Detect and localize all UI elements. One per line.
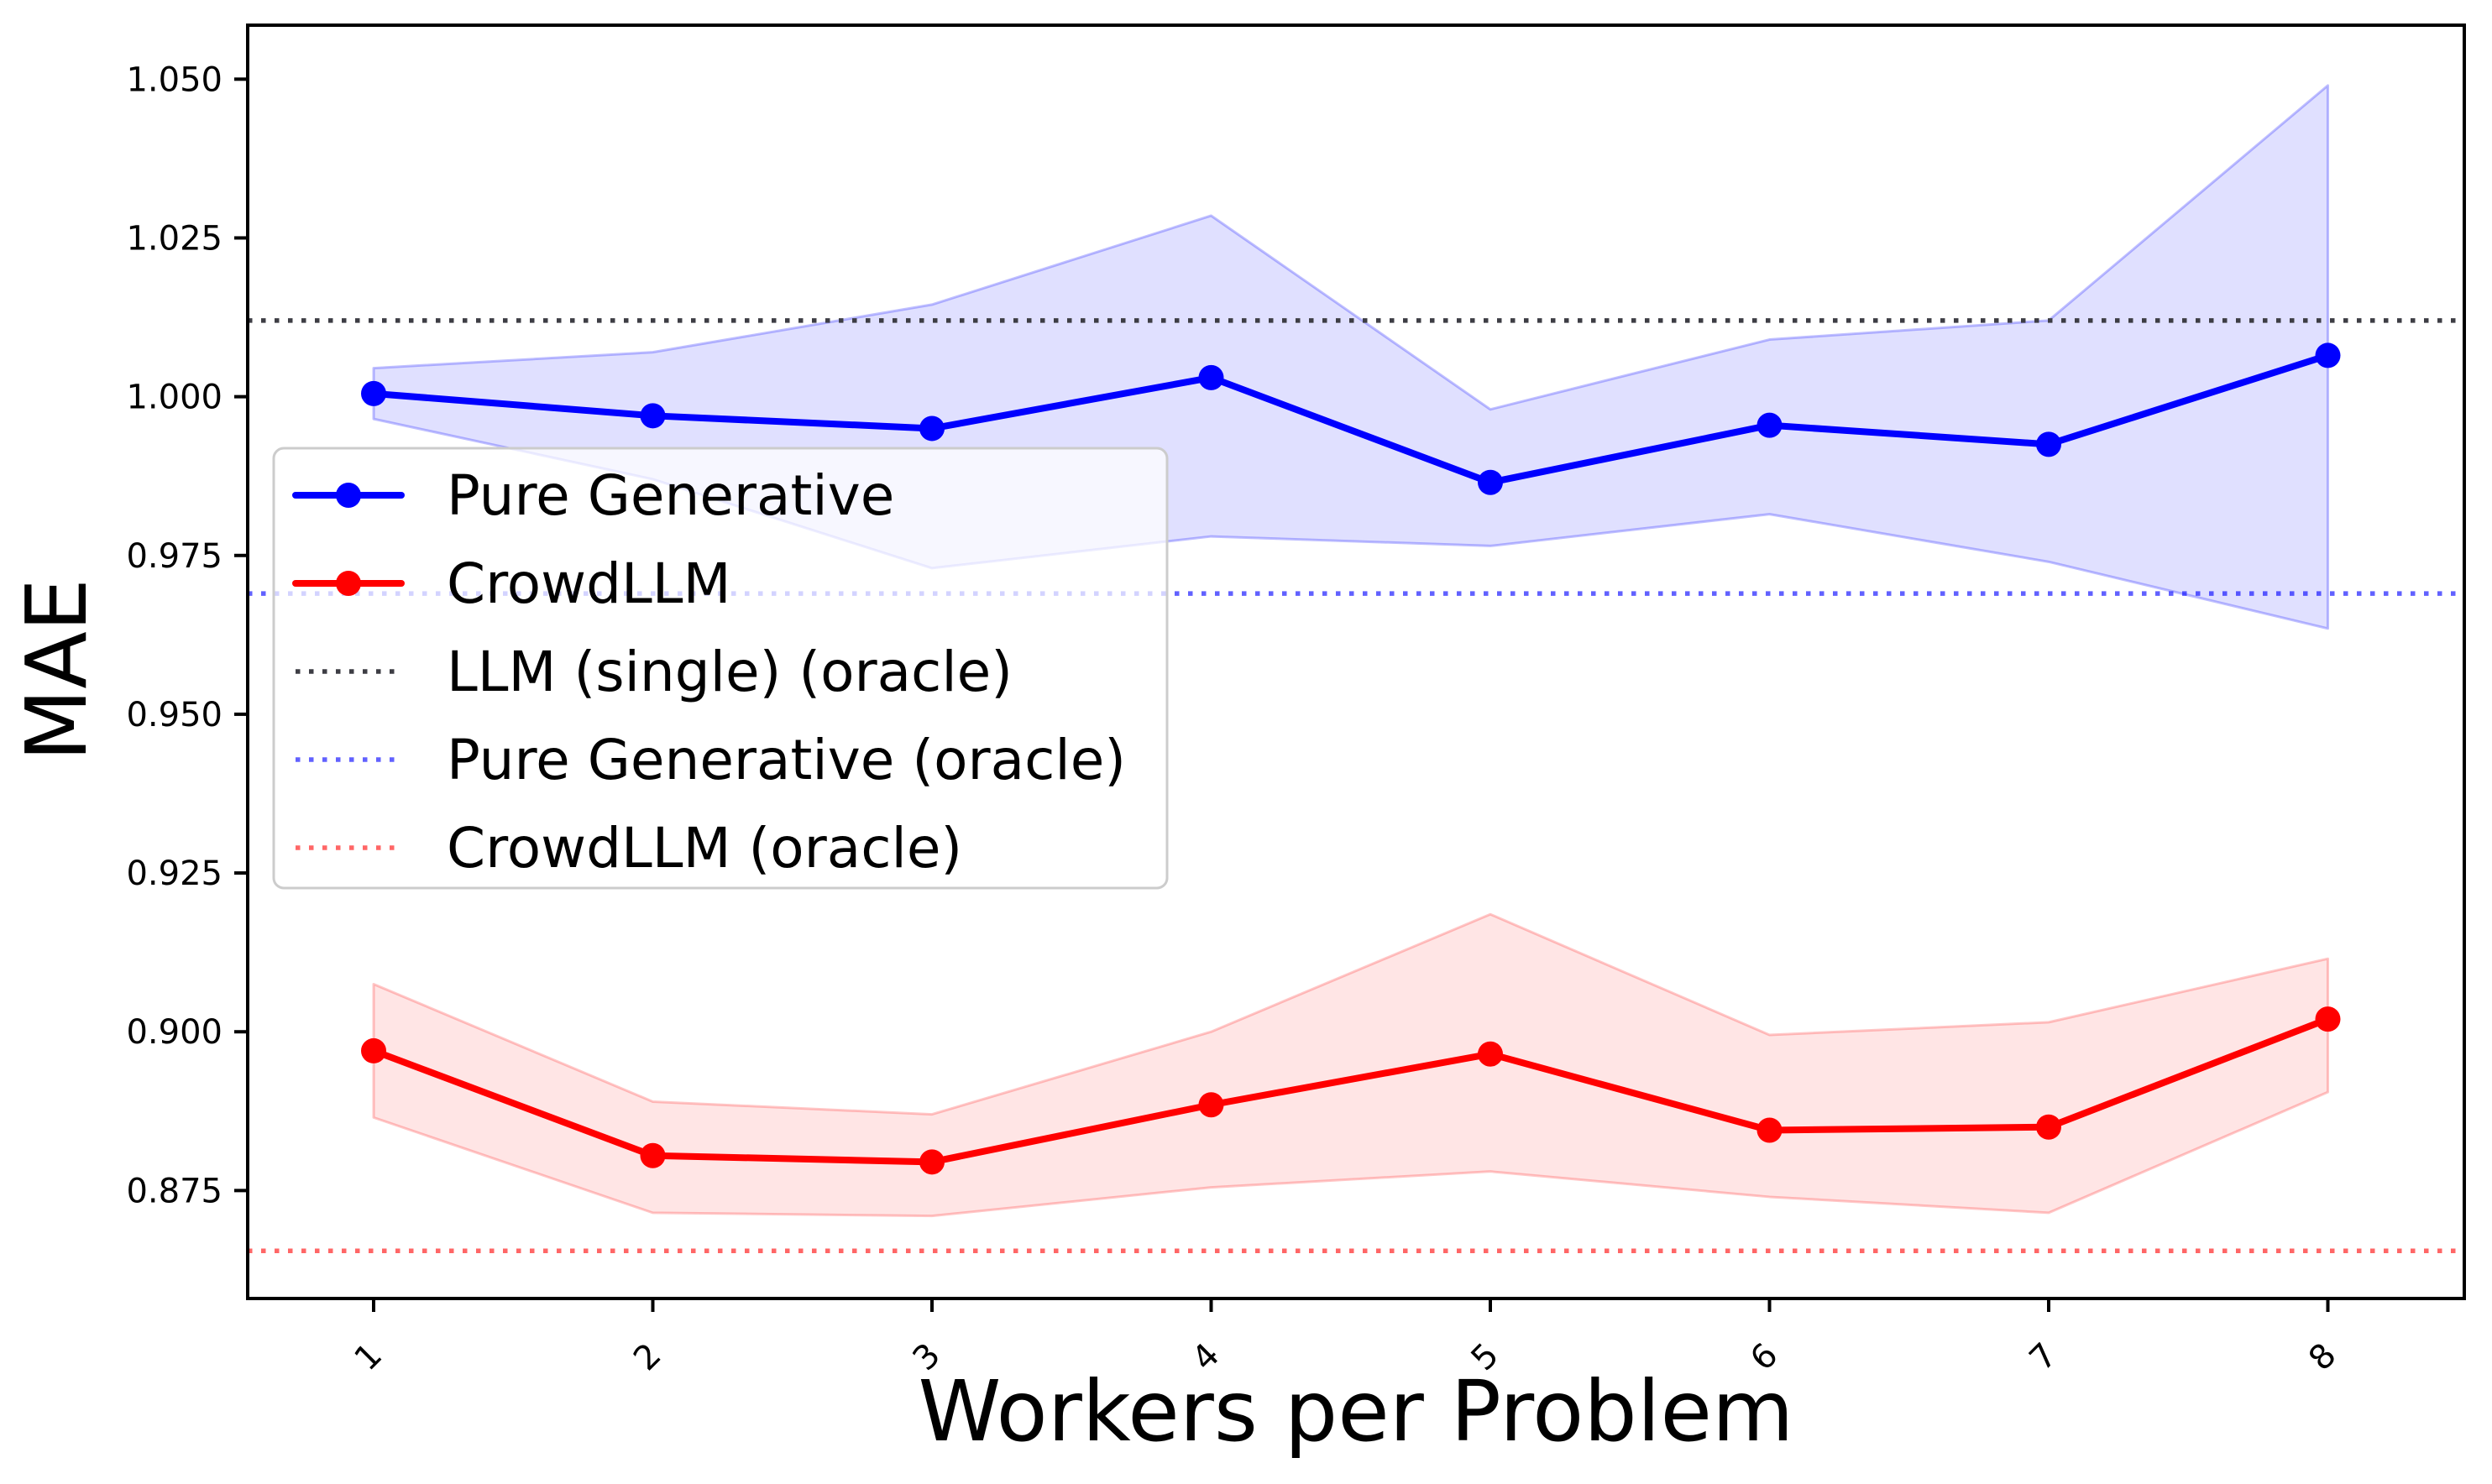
pure-generative-point-4 (1198, 364, 1224, 390)
x-tick-label: 8 (2301, 1336, 2344, 1379)
legend-entry-label: LLM (single) (oracle) (447, 640, 1013, 704)
x-tick-label: 7 (2023, 1336, 2065, 1379)
legend-entry-pure-generative: Pure Generative (292, 463, 894, 528)
crowdllm-confidence-band (372, 912, 2329, 1218)
legend-entry-crowdllm: CrowdLLM (292, 551, 731, 616)
pure-generative-legend-marker (336, 483, 361, 508)
crowdllm-point-1 (361, 1037, 386, 1063)
pure-generative-point-6 (1756, 412, 1783, 438)
y-tick-label: 0.950 (126, 696, 222, 734)
crowdllm-point-4 (1198, 1092, 1224, 1118)
legend-entry-pure-generative-oracle-: Pure Generative (oracle) (296, 728, 1126, 792)
crowdllm-point-7 (2036, 1114, 2061, 1140)
crowdllm-point-8 (2315, 1006, 2341, 1032)
legend-entry-label: Pure Generative (447, 463, 894, 528)
y-tick-label: 1.025 (126, 219, 222, 258)
x-tick-label-group: 2 (626, 1336, 669, 1379)
pure-generative-point-1 (361, 380, 386, 406)
legend: Pure Generative CrowdLLM LLM (single) (ora… (272, 447, 1169, 890)
pure-generative-point-8 (2315, 342, 2341, 368)
crowdllm-point-6 (1756, 1117, 1783, 1143)
y-axis-label: MAE (8, 578, 106, 761)
legend-entry-label: Pure Generative (oracle) (447, 728, 1126, 792)
legend-box (272, 447, 1169, 890)
pure-generative-point-2 (640, 403, 666, 429)
pure-generative-point-3 (919, 415, 945, 442)
x-tick-label-group: 1 (348, 1336, 390, 1379)
plot-border (246, 24, 2466, 1300)
plot-layers: 0.875 0.900 0.925 0.950 0.975 1.000 1.025 1.050… (126, 24, 2466, 1379)
x-tick-label-group: 8 (2301, 1336, 2344, 1379)
crowdllm-line (370, 1016, 2332, 1166)
y-tick-label: 1.000 (126, 379, 222, 417)
x-axis-label: Workers per Problem (919, 1362, 1794, 1460)
x-tick-label: 1 (348, 1336, 390, 1379)
crowdllm-point-5 (1478, 1041, 1503, 1067)
crowdllm-point-2 (640, 1142, 666, 1168)
pure-generative-point-7 (2036, 431, 2061, 457)
y-tick-label: 0.900 (126, 1013, 222, 1052)
y-tick-label: 0.975 (126, 537, 222, 576)
pure-generative-line (370, 352, 2332, 486)
y-tick-label: 1.050 (126, 60, 222, 99)
pure-generative-point-5 (1478, 469, 1503, 495)
legend-entry-label: CrowdLLM (oracle) (447, 816, 962, 880)
legend-entry-llm-single-oracle-: LLM (single) (oracle) (296, 640, 1013, 704)
legend-entry-label: CrowdLLM (447, 551, 731, 616)
x-tick-label-group: 7 (2023, 1336, 2065, 1379)
x-tick-label: 2 (626, 1336, 669, 1379)
legend-entry-crowdllm-oracle-: CrowdLLM (oracle) (296, 816, 962, 880)
y-tick-label: 0.925 (126, 854, 222, 893)
crowdllm-point-3 (919, 1149, 945, 1175)
y-tick-label: 0.875 (126, 1172, 222, 1210)
crowdllm-legend-marker (336, 571, 361, 596)
